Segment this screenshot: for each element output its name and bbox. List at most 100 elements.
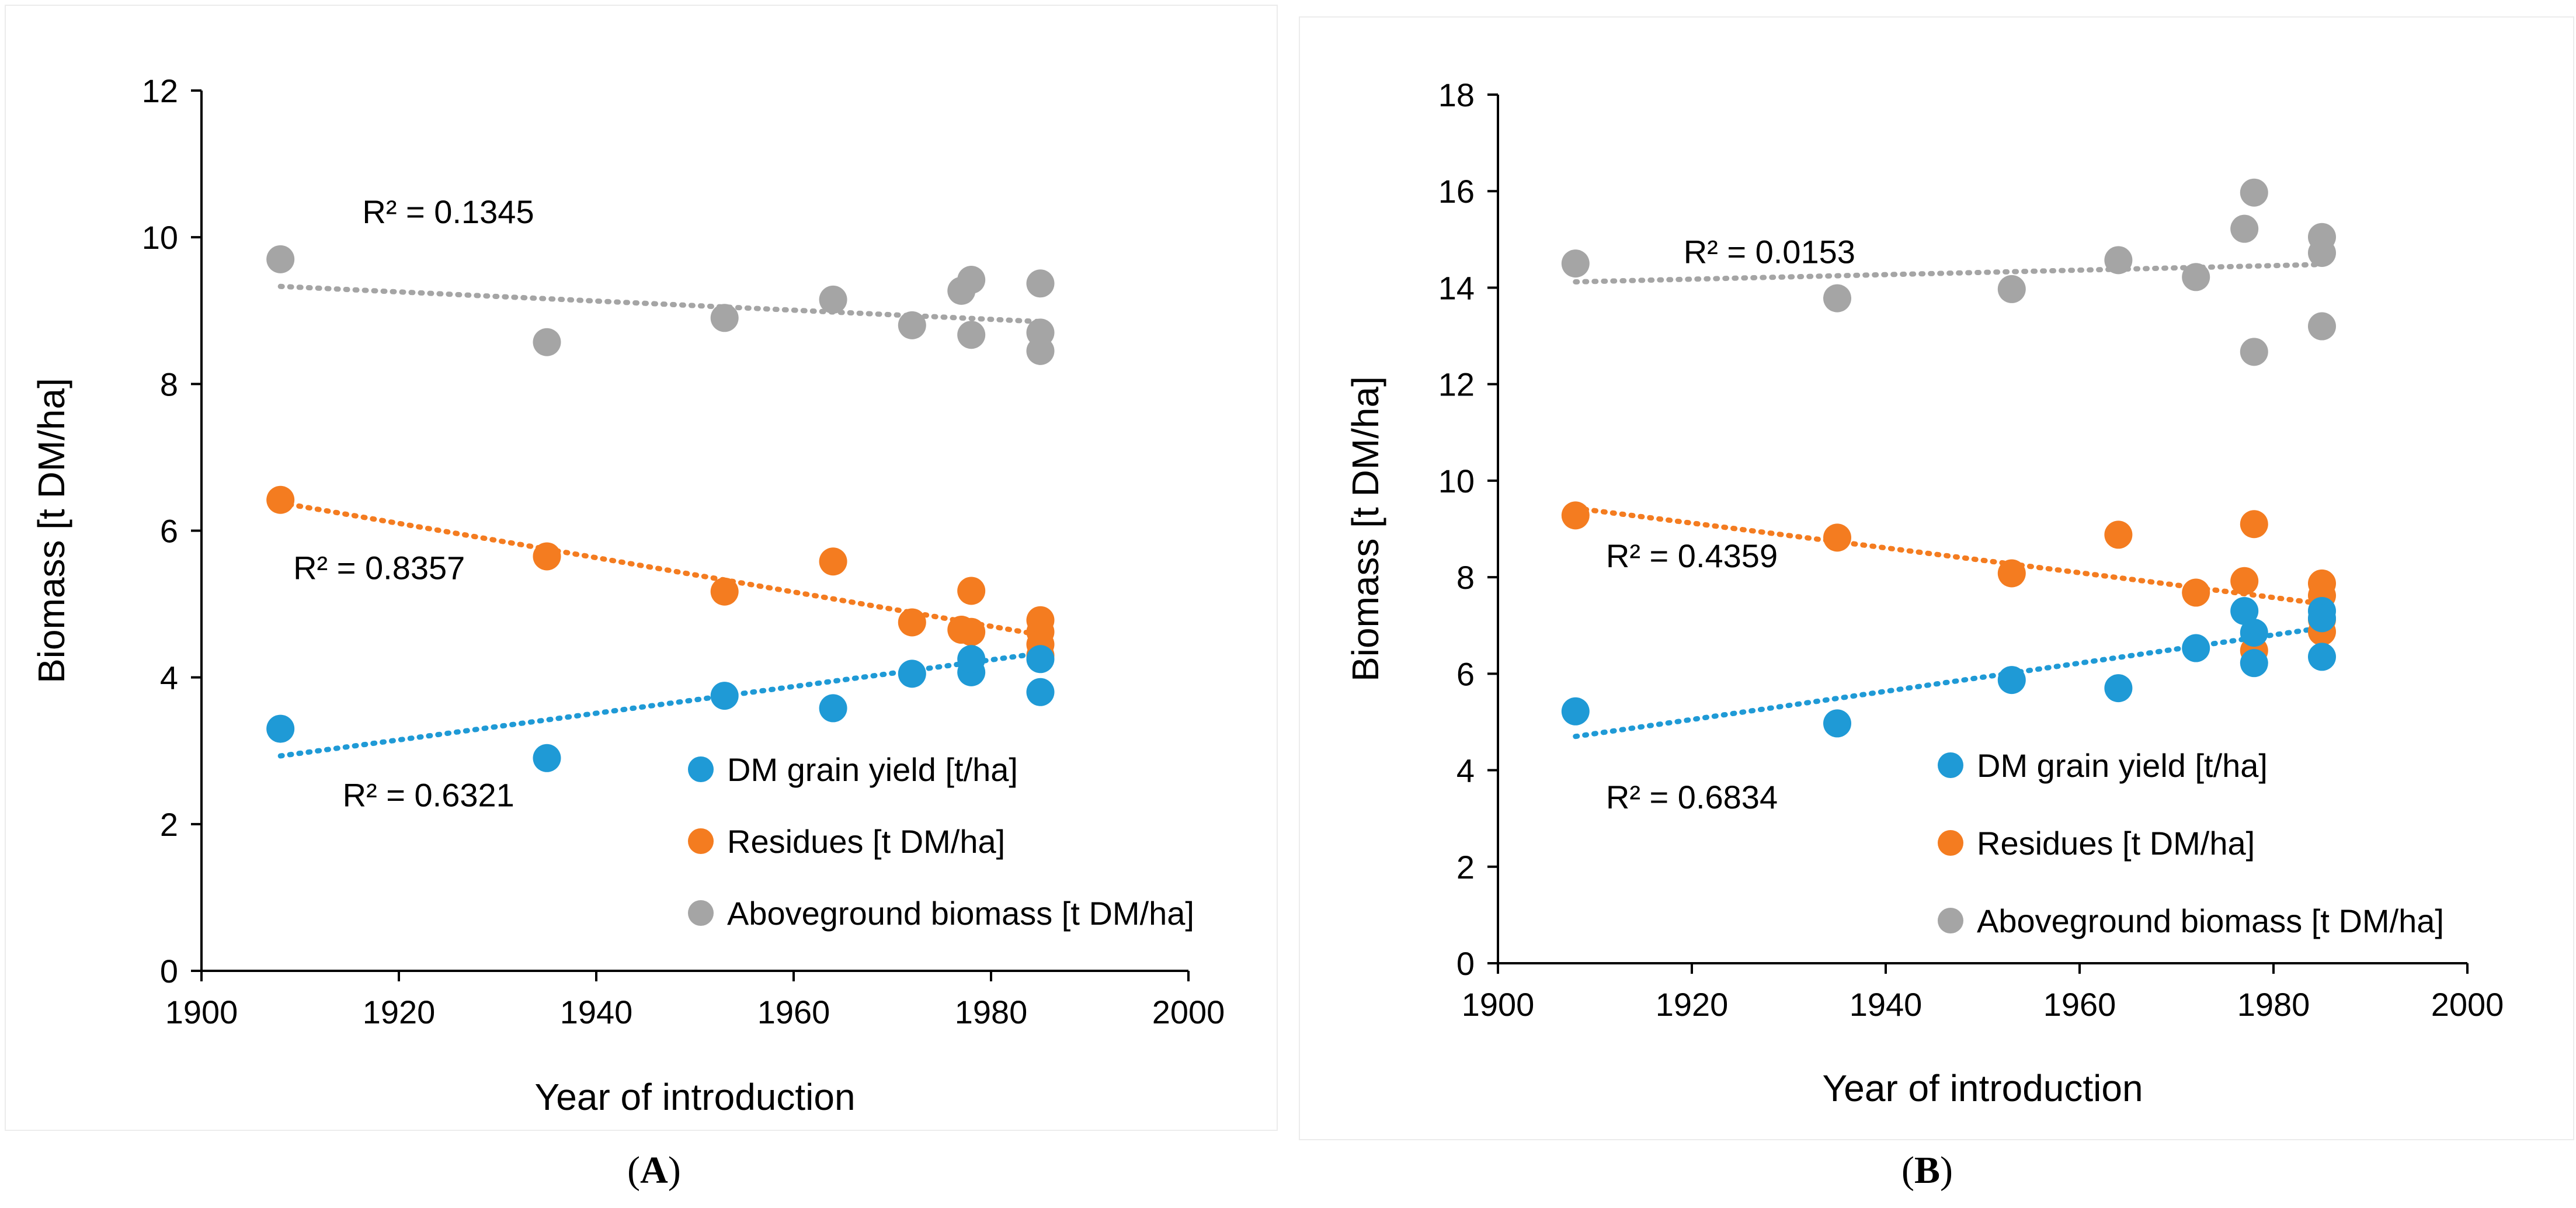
chart-a-y-tick-label: 6 [160,513,178,550]
caption-a-open: ( [627,1149,640,1192]
chart-b-y-tick-label: 16 [1438,173,1475,210]
chart-b-point-dm-grain-yield-t-ha [2240,619,2268,647]
chart-b-legend-label-residues-t-dm-ha: Residues [t DM/ha] [1977,825,2255,862]
chart-a-r2-label-dm-grain-yield-t-ha: R² = 0.6321 [343,777,514,814]
chart-b-point-dm-grain-yield-t-ha [1997,666,2026,695]
chart-b-x-tick-label: 1960 [2043,986,2116,1023]
chart-a-point-dm-grain-yield-t-ha [266,714,295,743]
chart-a-y-tick-label: 8 [160,366,178,402]
chart-b-point-residues-t-dm-ha [1823,523,1851,552]
chart-a-point-residues-t-dm-ha [266,485,295,514]
chart-b-point-residues-t-dm-ha [1997,559,2026,588]
chart-b-y-axis-title: Biomass [t DM/ha] [1344,376,1386,682]
chart-a-point-aboveground-biomass-t-dm-ha [710,304,739,332]
chart-a-point-dm-grain-yield-t-ha [533,744,561,772]
chart-b-point-dm-grain-yield-t-ha [1823,709,1851,738]
chart-a-point-dm-grain-yield-t-ha [898,659,926,688]
chart-b-x-tick-label: 1940 [1850,986,1923,1023]
chart-b-legend-marker-residues-t-dm-ha [1938,830,1963,856]
chart-panel-b: 0 2 4 6 8 10 12 14 16 18 1900 1920 1940 1960 1980 2000 Y… [1344,77,2504,1109]
chart-b-point-residues-t-dm-ha [2104,520,2133,549]
chart-a-point-residues-t-dm-ha [710,577,739,606]
chart-b-point-aboveground-biomass-t-dm-ha [2308,312,2336,341]
chart-b-y-tick-label: 18 [1438,77,1475,113]
chart-a-point-aboveground-biomass-t-dm-ha [266,245,295,273]
chart-b-trendline-dm-grain-yield-t-ha [1573,625,2325,740]
chart-b-point-aboveground-biomass-t-dm-ha [1997,275,2026,303]
chart-b-point-dm-grain-yield-t-ha [2104,674,2133,703]
chart-a-trendline-aboveground-biomass-t-dm-ha [277,283,1043,325]
chart-a-point-dm-grain-yield-t-ha [819,694,847,723]
chart-b-point-dm-grain-yield-t-ha [2308,604,2336,633]
chart-a-point-dm-grain-yield-t-ha [1026,678,1055,706]
chart-b-y-tick-label: 12 [1438,366,1475,403]
chart-a-point-residues-t-dm-ha [898,608,926,637]
chart-b-y-tick-label: 4 [1456,752,1475,789]
chart-a-point-residues-t-dm-ha [819,547,847,576]
chart-b-x-tick-label: 1900 [1462,986,1535,1023]
chart-b-y-tick-label: 8 [1456,559,1475,596]
chart-a-point-dm-grain-yield-t-ha [710,682,739,710]
chart-b-point-residues-t-dm-ha [1561,501,1590,530]
chart-b-x-axis-title: Year of introduction [1822,1067,2143,1109]
chart-a-x-axis-title: Year of introduction [534,1076,855,1118]
chart-b-legend-marker-aboveground-biomass-t-dm-ha [1938,908,1963,933]
chart-b-trendline-aboveground-biomass-t-dm-ha [1573,262,2325,285]
chart-a-trendline-dm-grain-yield-t-ha [277,650,1043,759]
chart-a-point-aboveground-biomass-t-dm-ha [1026,269,1055,298]
panel-b-frame [1299,16,2574,1140]
chart-a-legend-marker-dm-grain-yield-t-ha [688,756,714,782]
chart-a-point-dm-grain-yield-t-ha [1026,645,1055,674]
chart-a-legend-label-dm-grain-yield-t-ha: DM grain yield [t/ha] [727,751,1018,788]
chart-a-point-dm-grain-yield-t-ha [957,645,986,674]
chart-b-legend-label-dm-grain-yield-t-ha: DM grain yield [t/ha] [1977,747,2268,784]
chart-b-y-tick-label: 10 [1438,463,1475,499]
chart-b-legend-label-aboveground-biomass-t-dm-ha: Aboveground biomass [t DM/ha] [1977,902,2444,939]
chart-a-point-aboveground-biomass-t-dm-ha [819,285,847,314]
chart-b-point-aboveground-biomass-t-dm-ha [2308,238,2336,267]
chart-b-r2-label-aboveground-biomass-t-dm-ha: R² = 0.0153 [1684,233,1855,270]
chart-a-x-tick-label: 1980 [955,994,1028,1030]
chart-a-x-tick-label: 2000 [1152,994,1225,1030]
chart-a-x-tick-label: 1940 [560,994,633,1030]
chart-a-legend-marker-aboveground-biomass-t-dm-ha [688,900,714,926]
chart-a-point-aboveground-biomass-t-dm-ha [957,321,986,349]
caption-b-letter: B [1914,1149,1940,1192]
chart-a-point-aboveground-biomass-t-dm-ha [898,311,926,339]
caption-b-close: ) [1940,1149,1953,1192]
chart-a-point-residues-t-dm-ha [533,542,561,571]
chart-b-point-aboveground-biomass-t-dm-ha [1561,249,1590,278]
chart-b-point-dm-grain-yield-t-ha [2240,649,2268,678]
chart-b-y-tick-label: 2 [1456,849,1475,886]
chart-b-point-residues-t-dm-ha [2240,510,2268,539]
chart-b-point-aboveground-biomass-t-dm-ha [2230,214,2259,243]
chart-a-legend-marker-residues-t-dm-ha [688,828,714,854]
chart-a-y-tick-label: 0 [160,953,178,990]
chart-b-y-tick-label: 14 [1438,269,1475,306]
chart-b-point-aboveground-biomass-t-dm-ha [2240,338,2268,366]
chart-a-y-tick-label: 4 [160,659,178,696]
chart-b-point-dm-grain-yield-t-ha [2308,643,2336,671]
chart-b-point-aboveground-biomass-t-dm-ha [2182,263,2210,291]
chart-a-r2-label-aboveground-biomass-t-dm-ha: R² = 0.1345 [362,193,534,230]
chart-a-point-aboveground-biomass-t-dm-ha [1026,336,1055,365]
chart-a-point-aboveground-biomass-t-dm-ha [957,266,986,294]
chart-a-point-residues-t-dm-ha [957,577,986,605]
chart-a-point-residues-t-dm-ha [957,617,986,646]
chart-a-y-tick-label: 2 [160,806,178,843]
chart-a-y-axis-title: Biomass [t DM/ha] [30,378,72,683]
chart-b-point-dm-grain-yield-t-ha [1561,697,1590,726]
caption-b: (B) [1901,1149,1953,1192]
chart-a-x-tick-label: 1900 [165,994,238,1030]
caption-a: (A) [627,1149,681,1192]
chart-a-legend-label-residues-t-dm-ha: Residues [t DM/ha] [727,823,1005,860]
chart-a-y-tick-label: 12 [142,72,178,109]
chart-b-x-tick-label: 1980 [2237,986,2310,1023]
chart-b-point-aboveground-biomass-t-dm-ha [1823,284,1851,313]
chart-a-y-tick-label: 10 [142,219,178,256]
chart-b-x-tick-label: 1920 [1656,986,1729,1023]
chart-b-r2-label-residues-t-dm-ha: R² = 0.4359 [1606,537,1778,574]
chart-panel-a: 0 2 4 6 8 10 12 1900 1920 1940 1960 1980 2000 Year of… [30,72,1225,1118]
